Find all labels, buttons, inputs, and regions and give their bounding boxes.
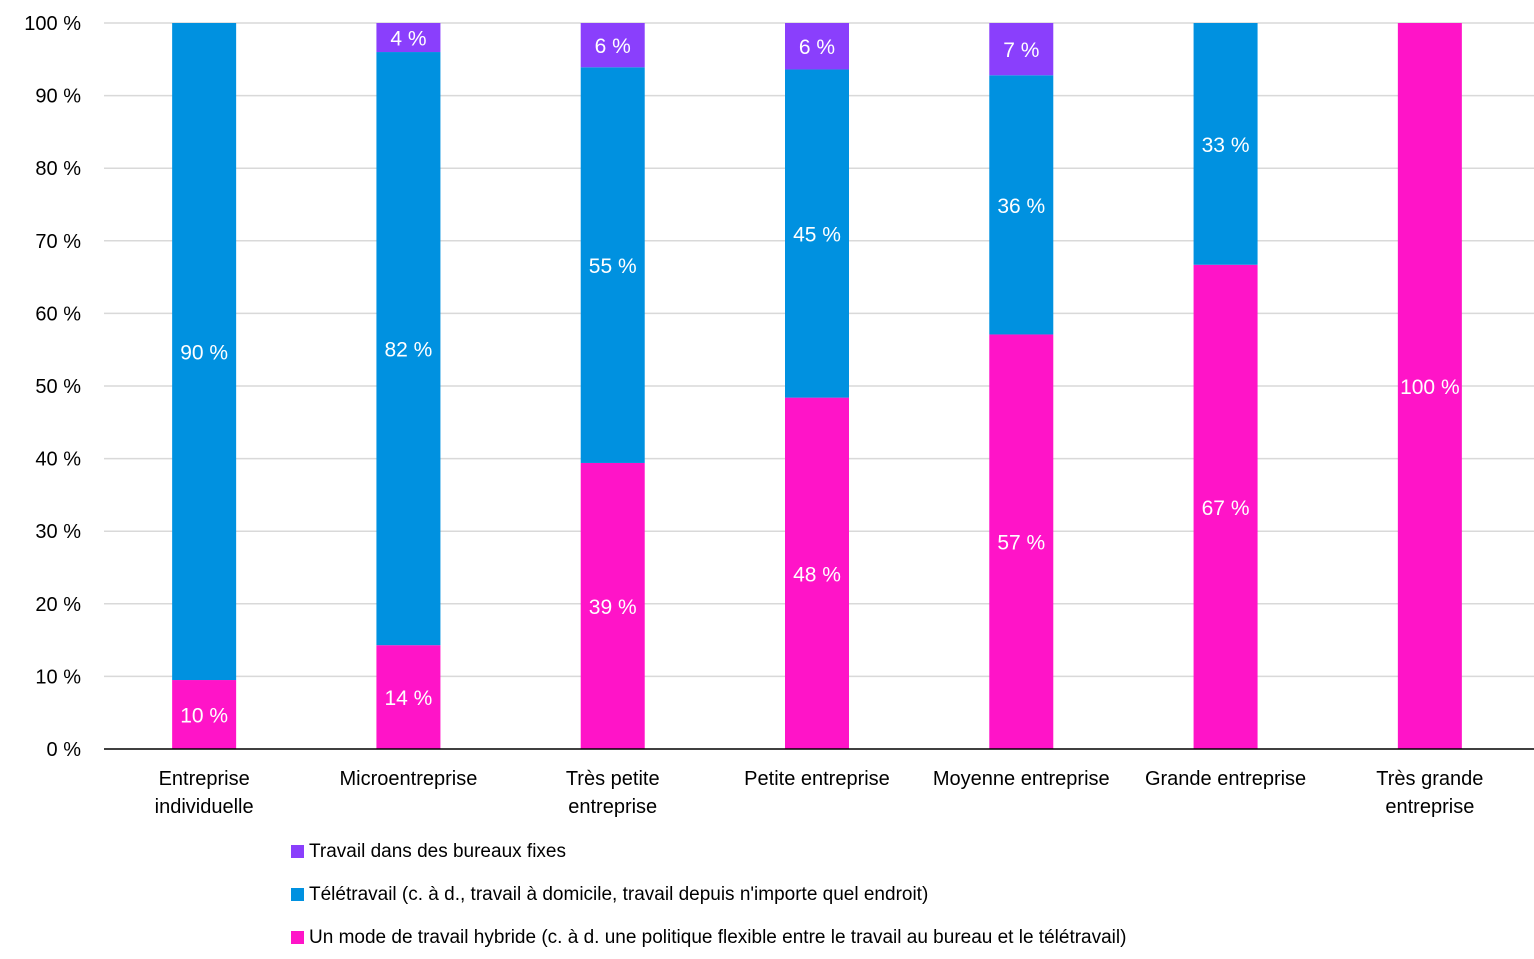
y-tick-label: 10 %: [35, 666, 81, 688]
x-category-label: entreprise: [568, 796, 657, 818]
bar-segment: [172, 23, 237, 681]
data-label: 7 %: [1003, 39, 1039, 62]
x-category-label: entreprise: [1385, 796, 1474, 818]
legend-label: Télétravail (c. à d., travail à domicile…: [309, 884, 928, 905]
bar-segment: [785, 23, 849, 70]
y-tick-label: 80 %: [35, 158, 81, 180]
data-label: 90 %: [180, 342, 228, 365]
data-label: 10 %: [180, 705, 228, 728]
bar-segment: [172, 680, 237, 749]
data-label: 6 %: [595, 35, 631, 58]
data-label: 4 %: [390, 28, 426, 51]
y-tick-label: 70 %: [35, 231, 81, 253]
bar-segment: [989, 75, 1054, 335]
y-tick-label: 0 %: [47, 739, 82, 761]
data-label: 45 %: [793, 224, 841, 247]
data-labels: 10 % 90 % 14 % 82 % 4 % 39 % 55 % 6 % 48 % 45 % 6 …: [180, 28, 1459, 728]
bar-segment: [376, 23, 441, 53]
x-category-label: Petite entreprise: [744, 768, 890, 790]
data-label: 39 %: [589, 596, 637, 619]
data-label: 33 %: [1202, 134, 1250, 157]
legend-swatch: [291, 888, 304, 901]
bars: [172, 23, 1462, 749]
data-label: 14 %: [384, 687, 432, 710]
x-category-label: Moyenne entreprise: [933, 768, 1110, 790]
bar-segment: [1193, 264, 1258, 749]
x-category-label: individuelle: [155, 796, 254, 818]
bar-segment: [989, 23, 1054, 76]
x-category-label: Très petite: [566, 768, 660, 790]
bar-segment: [1193, 23, 1258, 265]
x-category-label: Microentreprise: [340, 768, 478, 790]
y-tick-label: 30 %: [35, 521, 81, 543]
x-category-label: Très grande: [1376, 768, 1483, 790]
axes: 0 %10 %20 %30 %40 %50 %60 %70 %80 %90 %1…: [24, 13, 1534, 818]
data-label: 57 %: [997, 532, 1045, 555]
bar-segment: [580, 23, 645, 68]
bar-segment: [1397, 23, 1462, 749]
data-label: 100 %: [1400, 376, 1460, 399]
bar-segment: [989, 334, 1054, 749]
y-tick-label: 100 %: [24, 13, 81, 35]
legend: Travail dans des bureaux fixes Télétravai…: [291, 841, 1126, 948]
y-tick-label: 40 %: [35, 449, 81, 471]
data-label: 55 %: [589, 255, 637, 278]
bar-segment: [785, 69, 849, 398]
x-category-label: Entreprise: [159, 768, 250, 790]
bar-segment: [376, 645, 441, 749]
legend-swatch: [291, 931, 304, 944]
y-tick-label: 20 %: [35, 594, 81, 616]
y-tick-label: 90 %: [35, 86, 81, 108]
legend-swatch: [291, 845, 304, 858]
bar-segment: [580, 462, 645, 749]
data-label: 67 %: [1202, 497, 1250, 520]
bar-segment: [580, 67, 645, 463]
data-label: 36 %: [997, 195, 1045, 218]
bar-segment: [376, 52, 441, 646]
bar-segment: [785, 397, 849, 749]
x-category-label: Grande entreprise: [1145, 768, 1306, 790]
y-tick-label: 50 %: [35, 376, 81, 398]
data-label: 48 %: [793, 563, 841, 586]
legend-label: Travail dans des bureaux fixes: [309, 841, 566, 862]
data-label: 82 %: [384, 339, 432, 362]
y-tick-label: 60 %: [35, 303, 81, 325]
data-label: 6 %: [799, 36, 835, 59]
legend-label: Un mode de travail hybride (c. à d. une …: [309, 927, 1126, 948]
